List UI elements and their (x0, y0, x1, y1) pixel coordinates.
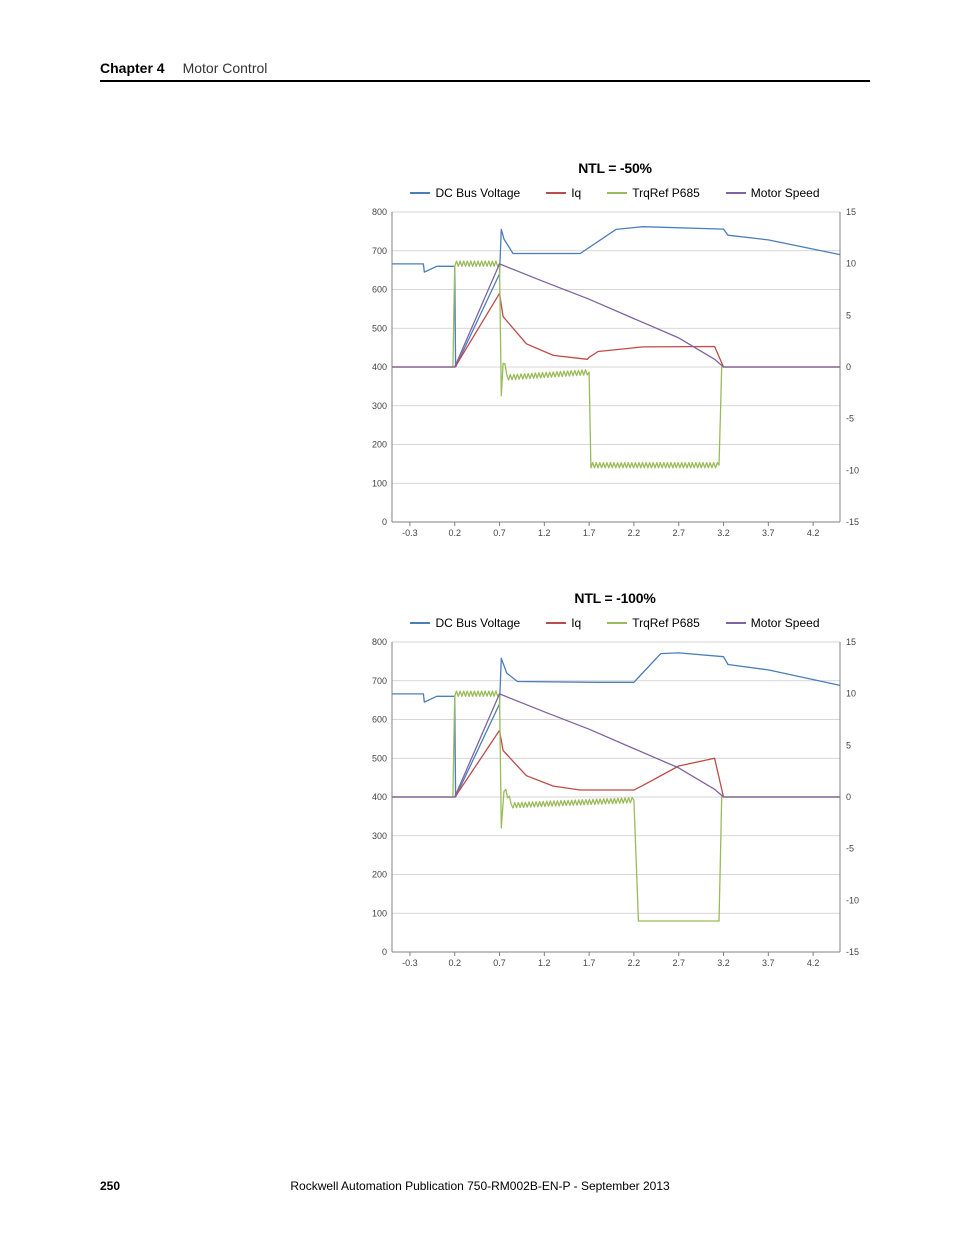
chart-title: NTL = -50% (360, 160, 870, 176)
svg-text:10: 10 (846, 689, 856, 699)
chart-plot: 0 100 200 300 400 500 600 700 800 -15 -10 -5 0 5 10 15 -… (360, 206, 870, 546)
svg-text:800: 800 (372, 637, 387, 647)
svg-text:400: 400 (372, 792, 387, 802)
legend-swatch (546, 192, 566, 194)
legend-item: DC Bus Voltage (410, 186, 520, 200)
svg-text:2.2: 2.2 (628, 958, 641, 968)
series-trq (392, 691, 840, 921)
legend-item: TrqRef P685 (607, 616, 700, 630)
legend-label: Motor Speed (751, 616, 820, 630)
legend-item: Iq (546, 616, 581, 630)
svg-text:3.2: 3.2 (717, 958, 730, 968)
svg-text:1.7: 1.7 (583, 958, 596, 968)
svg-text:1.2: 1.2 (538, 528, 551, 538)
svg-text:4.2: 4.2 (807, 528, 820, 538)
svg-text:100: 100 (372, 478, 387, 488)
legend-label: TrqRef P685 (632, 616, 700, 630)
svg-text:700: 700 (372, 676, 387, 686)
svg-text:1.7: 1.7 (583, 528, 596, 538)
publication-line: Rockwell Automation Publication 750-RM00… (120, 1179, 840, 1193)
legend-swatch (607, 622, 627, 624)
chapter-title: Motor Control (183, 60, 268, 76)
chart-legend: DC Bus Voltage Iq TrqRef P685 Motor Speed (360, 616, 870, 630)
series-spd (392, 264, 840, 367)
svg-text:3.7: 3.7 (762, 958, 775, 968)
legend-label: Motor Speed (751, 186, 820, 200)
legend-label: TrqRef P685 (632, 186, 700, 200)
svg-text:0: 0 (846, 362, 851, 372)
svg-text:200: 200 (372, 870, 387, 880)
svg-text:-15: -15 (846, 947, 859, 957)
svg-text:4.2: 4.2 (807, 958, 820, 968)
svg-text:800: 800 (372, 207, 387, 217)
svg-text:200: 200 (372, 440, 387, 450)
svg-text:300: 300 (372, 401, 387, 411)
svg-text:10: 10 (846, 259, 856, 269)
svg-text:15: 15 (846, 637, 856, 647)
svg-text:-10: -10 (846, 465, 859, 475)
series-dc (392, 227, 840, 367)
svg-text:0: 0 (382, 947, 387, 957)
legend-swatch (726, 192, 746, 194)
chart-legend: DC Bus Voltage Iq TrqRef P685 Motor Speed (360, 186, 870, 200)
svg-text:-5: -5 (846, 844, 854, 854)
legend-item: Motor Speed (726, 616, 820, 630)
svg-text:0.7: 0.7 (493, 958, 506, 968)
legend-swatch (726, 622, 746, 624)
page-footer: 250 Rockwell Automation Publication 750-… (100, 1179, 870, 1193)
svg-text:0: 0 (846, 792, 851, 802)
svg-text:500: 500 (372, 323, 387, 333)
legend-item: Iq (546, 186, 581, 200)
legend-label: Iq (571, 616, 581, 630)
series-spd (392, 694, 840, 797)
svg-text:5: 5 (846, 740, 851, 750)
series-trq (392, 261, 840, 468)
svg-text:-0.3: -0.3 (402, 528, 418, 538)
svg-text:2.7: 2.7 (672, 958, 685, 968)
chart-title: NTL = -100% (360, 590, 870, 606)
legend-item: DC Bus Voltage (410, 616, 520, 630)
svg-text:1.2: 1.2 (538, 958, 551, 968)
legend-swatch (607, 192, 627, 194)
svg-text:2.7: 2.7 (672, 528, 685, 538)
svg-text:600: 600 (372, 715, 387, 725)
legend-label: DC Bus Voltage (435, 186, 520, 200)
svg-text:-0.3: -0.3 (402, 958, 418, 968)
svg-text:3.7: 3.7 (762, 528, 775, 538)
svg-text:-10: -10 (846, 895, 859, 905)
page-number: 250 (100, 1179, 120, 1193)
series-dc (392, 653, 840, 797)
svg-text:500: 500 (372, 753, 387, 763)
svg-text:3.2: 3.2 (717, 528, 730, 538)
legend-item: Motor Speed (726, 186, 820, 200)
svg-text:-5: -5 (846, 414, 854, 424)
svg-text:0.2: 0.2 (448, 958, 461, 968)
svg-text:0.2: 0.2 (448, 528, 461, 538)
svg-text:0: 0 (382, 517, 387, 527)
svg-text:700: 700 (372, 246, 387, 256)
svg-text:2.2: 2.2 (628, 528, 641, 538)
svg-text:600: 600 (372, 285, 387, 295)
svg-text:400: 400 (372, 362, 387, 372)
legend-swatch (410, 622, 430, 624)
chart: NTL = -100% DC Bus Voltage Iq TrqRef P685 Mo… (360, 590, 870, 976)
svg-text:15: 15 (846, 207, 856, 217)
svg-text:100: 100 (372, 908, 387, 918)
svg-text:-15: -15 (846, 517, 859, 527)
legend-label: DC Bus Voltage (435, 616, 520, 630)
legend-swatch (410, 192, 430, 194)
svg-text:0.7: 0.7 (493, 528, 506, 538)
svg-text:300: 300 (372, 831, 387, 841)
svg-text:5: 5 (846, 310, 851, 320)
legend-swatch (546, 622, 566, 624)
legend-item: TrqRef P685 (607, 186, 700, 200)
chart: NTL = -50% DC Bus Voltage Iq TrqRef P685 Mot… (360, 160, 870, 546)
chart-plot: 0 100 200 300 400 500 600 700 800 -15 -10 -5 0 5 10 15 -… (360, 636, 870, 976)
legend-label: Iq (571, 186, 581, 200)
page-header: Chapter 4 Motor Control (100, 60, 870, 82)
chapter-label: Chapter 4 (100, 60, 165, 76)
